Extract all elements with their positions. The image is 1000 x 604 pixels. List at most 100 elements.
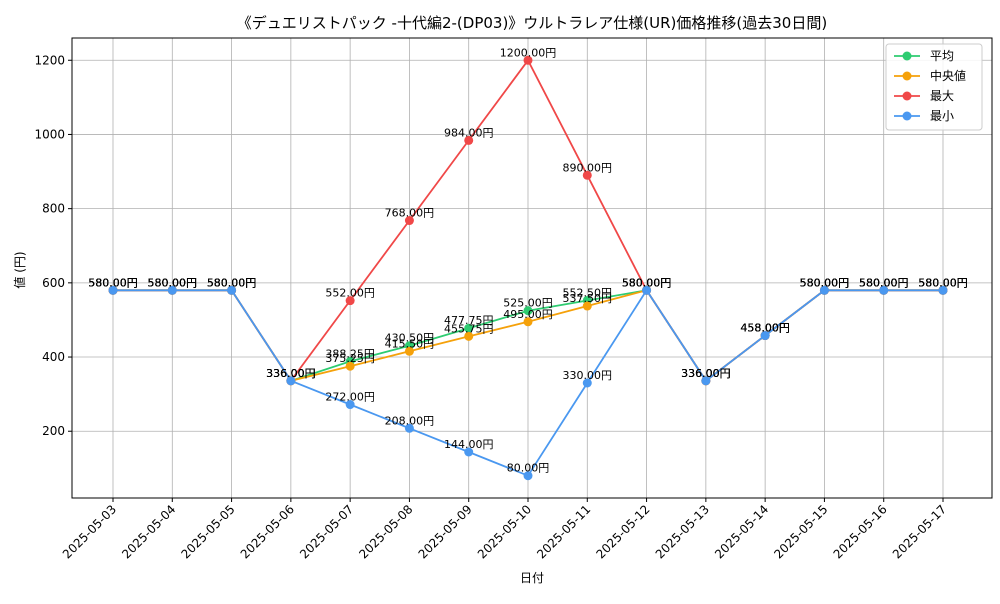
x-tick-label: 2025-05-08 [356, 502, 415, 561]
data-point [167, 285, 177, 295]
data-point [819, 285, 829, 295]
data-label: 580.00円 [918, 276, 968, 289]
data-label: 458.00円 [740, 322, 790, 335]
data-point [345, 361, 355, 371]
data-label: 537.50円 [563, 292, 613, 305]
x-tick-label: 2025-05-13 [653, 502, 712, 561]
data-label: 208.00円 [385, 414, 435, 427]
data-label: 984.00円 [444, 126, 494, 139]
data-label: 388.25円 [325, 347, 375, 360]
data-label: 580.00円 [800, 276, 850, 289]
data-label: 1200.00円 [500, 46, 557, 59]
data-label: 336.00円 [681, 367, 731, 380]
data-point [404, 346, 414, 356]
x-tick-label: 2025-05-15 [771, 502, 830, 561]
data-label: 580.00円 [859, 276, 909, 289]
data-label: 580.00円 [207, 276, 257, 289]
data-point [464, 323, 474, 333]
y-tick-label: 1000 [34, 127, 65, 141]
data-label: 477.75円 [444, 314, 494, 327]
data-label: 430.50円 [385, 332, 435, 345]
data-point [523, 55, 533, 65]
chart-title: 《デュエリストパック -十代編2-(DP03)》ウルトラレア仕様(UR)価格推移… [237, 14, 827, 32]
legend-swatch-marker [902, 51, 912, 61]
data-point [523, 471, 533, 481]
data-label: 580.00円 [800, 276, 850, 289]
data-point [582, 378, 592, 388]
data-label: 552.00円 [325, 287, 375, 300]
data-label: 580.00円 [859, 276, 909, 289]
x-tick-label: 2025-05-17 [890, 502, 949, 561]
data-point [701, 376, 711, 386]
data-label: 495.00円 [503, 308, 553, 321]
data-point [108, 285, 118, 295]
data-label: 580.00円 [148, 276, 198, 289]
legend-label: 中央値 [930, 68, 966, 83]
y-tick-label: 800 [42, 202, 65, 216]
x-tick-label: 2025-05-03 [60, 502, 119, 561]
data-label: 458.00円 [740, 322, 790, 335]
data-point [286, 376, 296, 386]
data-point [523, 306, 533, 316]
data-label: 580.00円 [207, 276, 257, 289]
data-label: 144.00円 [444, 438, 494, 451]
x-axis-label: 日付 [520, 571, 544, 585]
data-label: 458.00円 [740, 322, 790, 335]
data-point [464, 331, 474, 341]
data-label: 768.00円 [385, 207, 435, 220]
x-tick-label: 2025-05-09 [416, 502, 475, 561]
data-label: 336.00円 [681, 367, 731, 380]
data-label: 580.00円 [148, 276, 198, 289]
data-point [582, 170, 592, 180]
data-label: 580.00円 [207, 276, 257, 289]
data-label: 336.00円 [266, 367, 316, 380]
x-tick-label: 2025-05-14 [712, 502, 771, 561]
y-tick-label: 600 [42, 276, 65, 290]
x-tick-label: 2025-05-12 [593, 502, 652, 561]
x-tick-label: 2025-05-06 [238, 502, 297, 561]
data-point [582, 301, 592, 311]
data-label: 580.00円 [148, 276, 198, 289]
data-label: 336.00円 [266, 367, 316, 380]
legend-label: 最小 [930, 109, 954, 123]
data-label: 336.00円 [266, 367, 316, 380]
data-label: 580.00円 [88, 276, 138, 289]
data-label: 580.00円 [918, 276, 968, 289]
data-label: 580.00円 [800, 276, 850, 289]
data-label: 580.00円 [622, 276, 672, 289]
legend-swatch-marker [902, 91, 912, 101]
data-label: 580.00円 [918, 276, 968, 289]
data-point [760, 331, 770, 341]
data-point [464, 447, 474, 457]
data-label-layer: 580.00円 580.00円 580.00円 336.00円 388.25円 430.5… [88, 46, 968, 474]
data-label: 580.00円 [148, 276, 198, 289]
data-label: 580.00円 [88, 276, 138, 289]
y-tick-label: 1200 [34, 53, 65, 67]
data-label: 552.50円 [563, 286, 613, 299]
data-label: 458.00円 [740, 322, 790, 335]
data-label: 330.00円 [563, 369, 613, 382]
data-label: 415.50円 [385, 337, 435, 350]
data-label: 580.00円 [622, 276, 672, 289]
y-tick-label: 200 [42, 424, 65, 438]
data-label: 80.00円 [507, 462, 550, 475]
data-label: 580.00円 [918, 276, 968, 289]
data-label: 525.00円 [503, 297, 553, 310]
legend-swatch-marker [902, 71, 912, 81]
data-point [464, 135, 474, 145]
data-label: 580.00円 [622, 276, 672, 289]
x-tick-label: 2025-05-16 [831, 502, 890, 561]
y-axis-label: 値 (円) [12, 251, 27, 288]
data-label: 580.00円 [859, 276, 909, 289]
y-tick-label: 400 [42, 350, 65, 364]
plot-frame [71, 37, 993, 499]
data-label: 580.00円 [622, 276, 672, 289]
data-point [879, 285, 889, 295]
data-point [642, 285, 652, 295]
data-label: 375.25円 [325, 352, 375, 365]
legend-box [885, 43, 983, 131]
series-layer [108, 55, 948, 481]
x-tick-label: 2025-05-10 [475, 502, 534, 561]
